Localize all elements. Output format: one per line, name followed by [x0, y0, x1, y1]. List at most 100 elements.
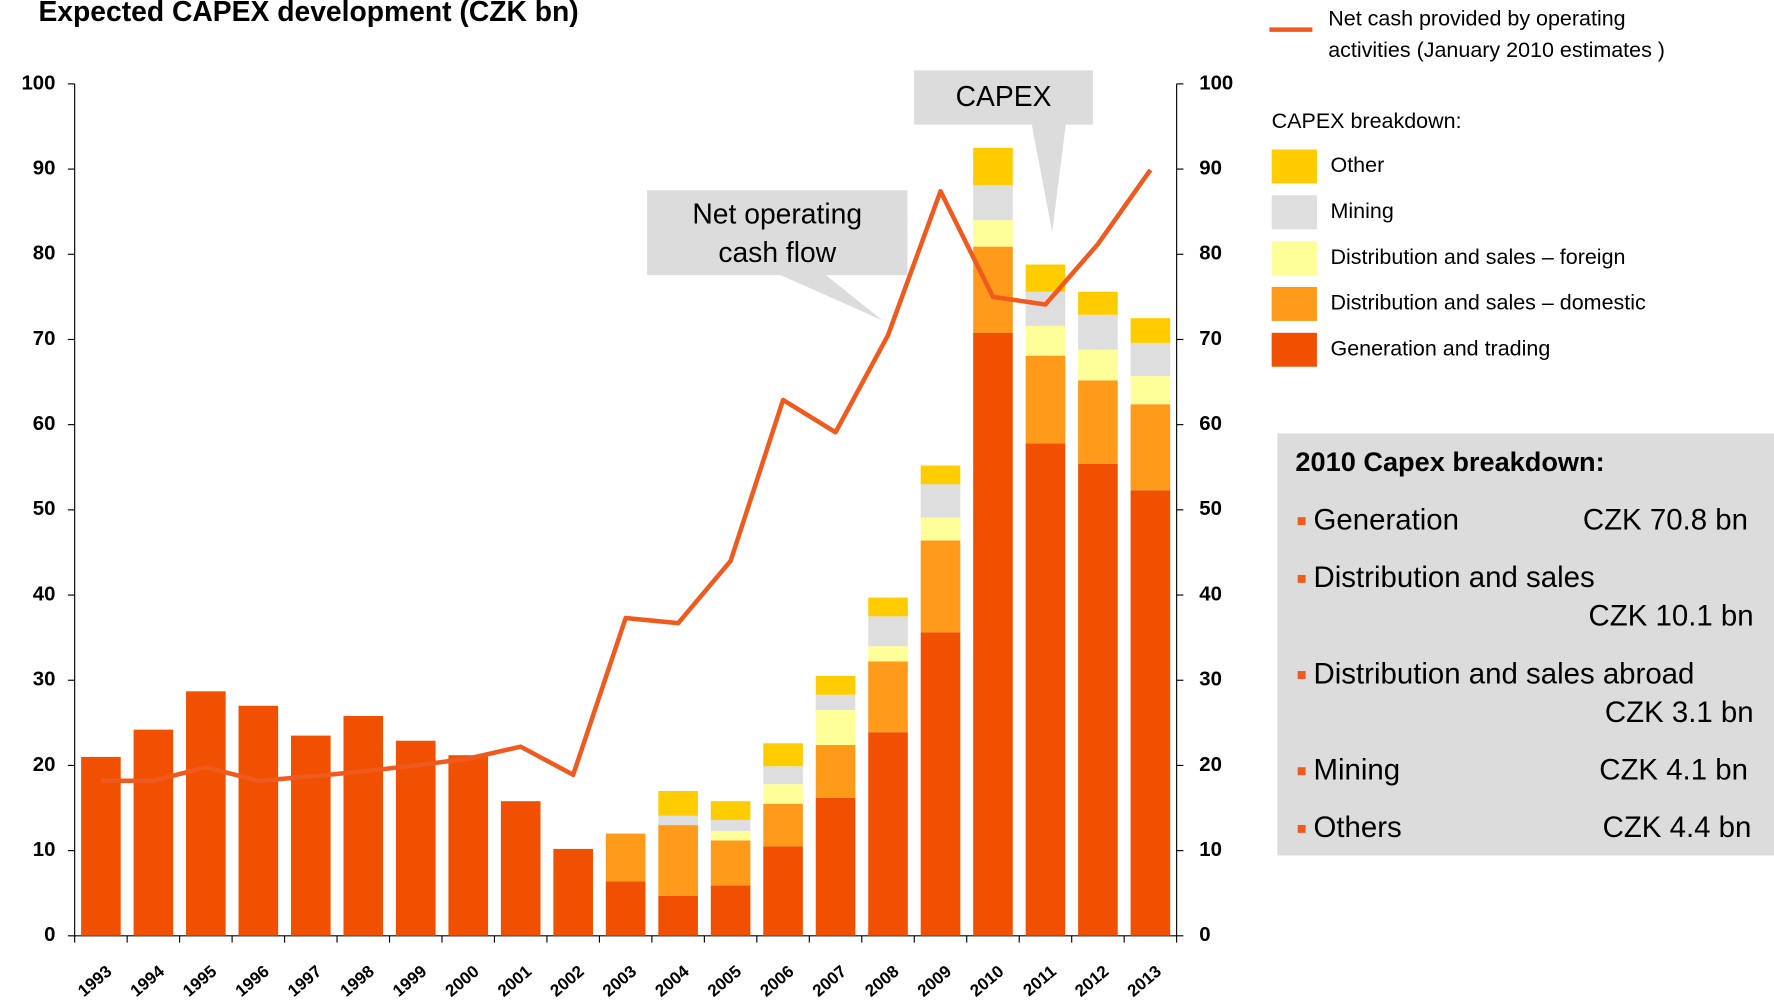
y-tick-label: 90 — [33, 157, 56, 179]
bullet — [1297, 767, 1306, 776]
legend-title: CAPEX breakdown: — [1272, 109, 1462, 133]
legend-swatch — [1271, 286, 1317, 321]
y2-tick-label: 100 — [1199, 72, 1233, 94]
bar-segment — [605, 881, 646, 936]
panel-item-label: Generation — [1314, 503, 1460, 536]
bar-segment — [920, 465, 961, 485]
bar-segment — [291, 735, 331, 936]
y-tick-label: 10 — [33, 839, 56, 861]
bar-segment — [1078, 380, 1118, 464]
bar-segment — [868, 661, 908, 733]
y2-tick-label: 50 — [1199, 498, 1222, 520]
bar-segment — [605, 833, 646, 882]
bullet — [1297, 574, 1306, 583]
bar-segment — [133, 729, 174, 936]
bar-segment — [920, 517, 961, 541]
bar-segment — [920, 540, 961, 633]
bar-segment — [815, 797, 856, 936]
legend-label: Distribution and sales – domestic — [1331, 291, 1647, 315]
bar-segment — [920, 484, 961, 518]
bar-segment — [710, 840, 751, 886]
panel-item-value: CZK 3.1 bn — [1605, 696, 1754, 729]
bar-segment — [1130, 318, 1171, 343]
line-series — [100, 168, 1153, 784]
bar-segment — [238, 705, 279, 936]
x-tick-label: 1993 — [74, 962, 115, 1001]
bar-segment — [395, 740, 436, 936]
x-tick-label: 2007 — [809, 962, 850, 1001]
bar-segment — [1078, 314, 1118, 350]
bar-segment — [710, 819, 751, 832]
bar-segment — [1130, 404, 1171, 491]
bar-segment — [763, 743, 803, 767]
bar-segment — [1078, 291, 1118, 315]
bullet — [1297, 824, 1306, 833]
bar-segment — [658, 815, 698, 826]
bar-segment — [920, 632, 961, 936]
x-tick-label: 2004 — [651, 961, 693, 1000]
x-tick-label: 1995 — [179, 962, 220, 1001]
y-tick-label: 70 — [33, 328, 56, 350]
callout-text: Net operating — [692, 198, 862, 230]
bar-segment — [815, 675, 856, 695]
bar-segment — [186, 691, 226, 936]
legend-swatch — [1271, 332, 1317, 367]
bar-segment — [868, 616, 908, 647]
bar-segment — [710, 801, 751, 820]
y-tick-label: 100 — [21, 72, 55, 94]
x-tick-label: 1996 — [232, 962, 273, 1001]
side-panel — [1277, 433, 1774, 856]
y2-tick-label: 80 — [1199, 243, 1222, 265]
x-tick-label: 2010 — [966, 962, 1007, 1001]
bar-segment — [1078, 463, 1118, 936]
bar-segment — [1025, 443, 1066, 936]
y2-tick-label: 20 — [1199, 754, 1222, 776]
x-tick-label: 2001 — [494, 962, 535, 1001]
bar-segment — [763, 846, 803, 936]
callout-text: CAPEX — [956, 80, 1052, 112]
y2-tick-label: 10 — [1199, 839, 1222, 861]
bar-segment — [343, 716, 384, 936]
bar-segment — [658, 895, 698, 936]
x-tick-label: 2003 — [599, 962, 640, 1001]
bar-segment — [815, 710, 856, 745]
bar-segment — [973, 147, 1013, 186]
x-tick-label: 2011 — [1020, 962, 1060, 1000]
x-tick-label: 1998 — [337, 962, 378, 1001]
x-tick-label: 2008 — [861, 962, 902, 1001]
bar-segment — [1025, 291, 1066, 326]
bar-segment — [81, 756, 121, 936]
panel-item-value: CZK 4.1 bn — [1599, 754, 1748, 787]
bar-segment — [658, 825, 698, 896]
x-tick-label: 2013 — [1124, 962, 1165, 1001]
bar-segment — [658, 790, 698, 816]
bar-segment — [1078, 349, 1118, 381]
y-tick-label: 50 — [33, 498, 56, 520]
bullet — [1297, 517, 1306, 526]
x-tick-label: 1997 — [284, 962, 325, 1001]
x-tick-label: 2002 — [547, 962, 588, 1001]
y-tick-label: 80 — [33, 243, 56, 265]
bar-segment — [868, 597, 908, 617]
bar-segment — [710, 885, 751, 936]
panel-item-label: Distribution and sales — [1314, 561, 1595, 594]
legend-label: Other — [1331, 153, 1385, 177]
panel-item-label: Mining — [1314, 754, 1401, 787]
panel-title: 2010 Capex breakdown: — [1295, 446, 1604, 477]
panel-item-label: Distribution and sales abroad — [1314, 657, 1695, 690]
bar-segment — [763, 803, 803, 847]
bar-segment — [868, 732, 908, 936]
legend-swatch — [1271, 241, 1317, 276]
bar-segment — [553, 848, 593, 936]
y2-tick-label: 0 — [1199, 924, 1210, 946]
bar-segment — [973, 220, 1013, 247]
bar-segment — [1130, 376, 1171, 405]
panel-item-value: CZK 10.1 bn — [1589, 600, 1754, 633]
bar-segment — [763, 784, 803, 804]
bar-segment — [1025, 355, 1066, 444]
x-tick-label: 2005 — [704, 962, 745, 1001]
bar-segment — [973, 246, 1013, 333]
callout-box — [647, 190, 908, 321]
